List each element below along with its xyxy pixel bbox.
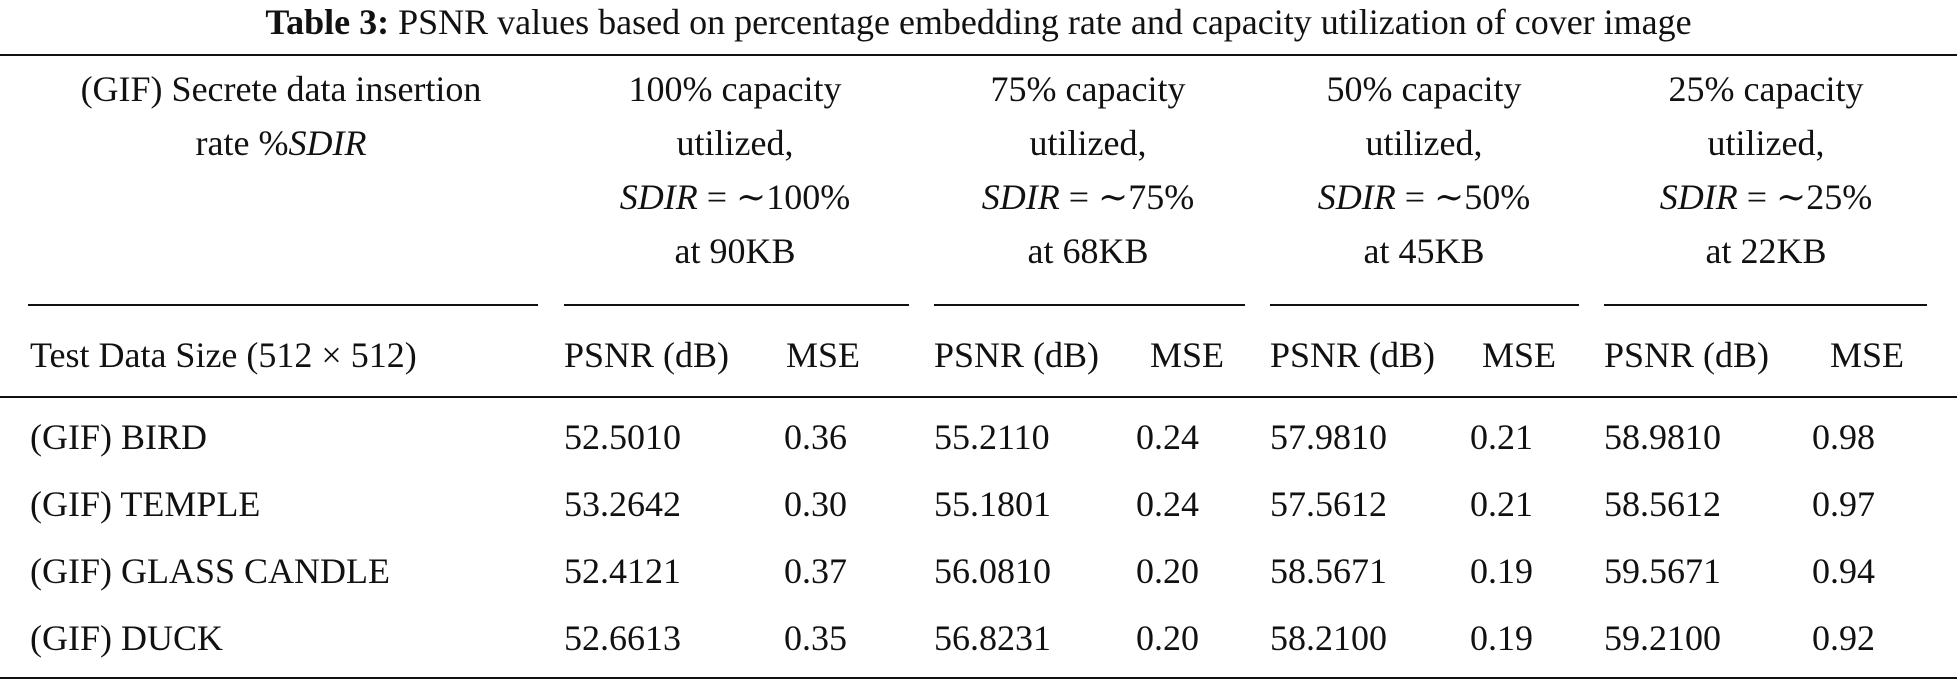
cell-mse-25: 0.94 xyxy=(1812,551,1875,591)
cell-psnr-25: 59.5671 xyxy=(1604,551,1721,591)
cell-mse-75: 0.20 xyxy=(1136,551,1199,591)
cell-mse-75: 0.24 xyxy=(1136,484,1199,524)
cell-psnr-75: 55.2110 xyxy=(934,417,1050,457)
cell-mse-100: 0.30 xyxy=(784,484,847,524)
table-mid-rule xyxy=(0,396,1957,398)
cell-mse-25: 0.92 xyxy=(1812,618,1875,658)
cell-mse-50: 0.21 xyxy=(1470,417,1533,457)
header-rule-group-25 xyxy=(1604,304,1927,306)
cell-mse-100: 0.36 xyxy=(784,417,847,457)
header-group-25: 25% capacity utilized, SDIR = ∼25% at 22… xyxy=(1659,69,1873,271)
table-top-rule xyxy=(0,54,1957,56)
cell-psnr-50: 58.5671 xyxy=(1270,551,1387,591)
header-rule-group-100 xyxy=(564,304,909,306)
cell-mse-100: 0.37 xyxy=(784,551,847,591)
table-caption-text: PSNR values based on percentage embeddin… xyxy=(398,2,1692,42)
row-name: (GIF) BIRD xyxy=(30,417,207,457)
cell-mse-50: 0.19 xyxy=(1470,551,1533,591)
cell-psnr-25: 58.5612 xyxy=(1604,484,1721,524)
cell-mse-25: 0.98 xyxy=(1812,417,1875,457)
cell-psnr-25: 58.9810 xyxy=(1604,417,1721,457)
table-caption-label: Table 3: xyxy=(265,2,390,42)
cell-mse-50: 0.21 xyxy=(1470,484,1533,524)
subheader-mse-75: MSE xyxy=(1150,335,1225,375)
subheader-psnr-50: PSNR (dB) xyxy=(1270,335,1436,375)
header-rule-group-50 xyxy=(1270,304,1579,306)
header-row-label-line1: (GIF) Secrete data insertion xyxy=(80,69,482,109)
header-group-75: 75% capacity utilized, SDIR = ∼75% at 68… xyxy=(981,69,1195,271)
subheader-psnr-25: PSNR (dB) xyxy=(1604,335,1770,375)
cell-mse-75: 0.24 xyxy=(1136,417,1199,457)
cell-mse-25: 0.97 xyxy=(1812,484,1875,524)
cell-mse-50: 0.19 xyxy=(1470,618,1533,658)
subheader-psnr-75: PSNR (dB) xyxy=(934,335,1100,375)
subheader-mse-25: MSE xyxy=(1830,335,1905,375)
cell-psnr-100: 52.4121 xyxy=(564,551,681,591)
header-group-50: 50% capacity utilized, SDIR = ∼50% at 45… xyxy=(1317,69,1531,271)
subheader-mse-100: MSE xyxy=(786,335,861,375)
cell-psnr-75: 56.0810 xyxy=(934,551,1051,591)
cell-mse-75: 0.20 xyxy=(1136,618,1199,658)
header-rule-row-label xyxy=(28,304,538,306)
subheader-test-data-size: Test Data Size (512 × 512) xyxy=(30,335,417,375)
cell-psnr-100: 52.6613 xyxy=(564,618,681,658)
cell-psnr-50: 58.2100 xyxy=(1270,618,1387,658)
table-caption: Table 3: PSNR values based on percentage… xyxy=(0,0,1957,44)
row-name: (GIF) GLASS CANDLE xyxy=(30,551,390,591)
cell-psnr-75: 56.8231 xyxy=(934,618,1051,658)
cell-psnr-75: 55.1801 xyxy=(934,484,1051,524)
table-bottom-rule xyxy=(0,677,1957,679)
header-group-100: 100% capacity utilized, SDIR = ∼100% at … xyxy=(619,69,851,271)
row-name: (GIF) DUCK xyxy=(30,618,223,658)
header-row-label: (GIF) Secrete data insertion rate %SDIR xyxy=(22,62,540,170)
cell-psnr-100: 53.2642 xyxy=(564,484,681,524)
cell-psnr-50: 57.9810 xyxy=(1270,417,1387,457)
cell-mse-100: 0.35 xyxy=(784,618,847,658)
header-rule-group-75 xyxy=(934,304,1245,306)
subheader-mse-50: MSE xyxy=(1482,335,1557,375)
cell-psnr-100: 52.5010 xyxy=(564,417,681,457)
cell-psnr-50: 57.5612 xyxy=(1270,484,1387,524)
subheader-psnr-100: PSNR (dB) xyxy=(564,335,730,375)
row-name: (GIF) TEMPLE xyxy=(30,484,261,524)
cell-psnr-25: 59.2100 xyxy=(1604,618,1721,658)
header-row-label-line2: rate %SDIR xyxy=(195,123,367,163)
